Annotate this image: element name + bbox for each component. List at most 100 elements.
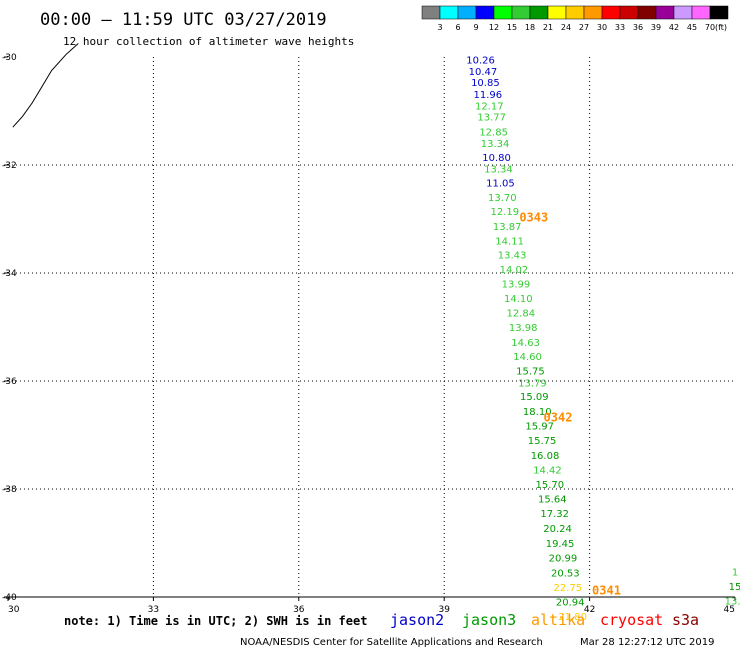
wave-height-label: 13.87	[493, 222, 522, 233]
chart-title: 00:00 – 11:59 UTC 03/27/2019	[40, 10, 327, 30]
wave-height-label: 13.34	[484, 165, 513, 176]
colorbar-swatch	[475, 5, 495, 20]
coastline	[12, 43, 79, 128]
wave-height-label: 14.11	[495, 236, 524, 247]
x-tick-label: 42	[584, 605, 595, 615]
wave-height-label: 15.75	[528, 436, 557, 447]
wave-height-label: 15.75	[516, 367, 545, 378]
colorbar-label: 45	[687, 23, 697, 32]
wave-height-label: 14.63	[511, 338, 540, 349]
wave-height-label: 11.96	[473, 90, 502, 101]
y-tick-label: -30	[2, 53, 17, 63]
wave-height-label: 10.80	[482, 153, 511, 164]
footer-note: note: 1) Time is in UTC; 2) SWH is in fe…	[64, 614, 367, 628]
wave-height-label: 13.34	[481, 139, 510, 150]
wave-height-label: 13.43	[498, 250, 527, 261]
colorbar-swatch	[421, 5, 441, 20]
colorbar-label: 9	[473, 23, 478, 32]
wave-height-label: 15.70	[536, 480, 565, 491]
satellite-legend-s3a: s3a	[672, 611, 699, 629]
colorbar-swatch	[547, 5, 567, 20]
wave-height-label: 10.85	[471, 78, 500, 89]
wave-height-label: 14.42	[533, 465, 562, 476]
wave-height-label: 20.94	[556, 598, 585, 609]
wave-height-label: 13.	[725, 597, 740, 608]
colorbar-swatch	[637, 5, 657, 20]
wave-height-label: 13.79	[518, 378, 547, 389]
colorbar-label: 6	[455, 23, 460, 32]
wave-height-label: 14.10	[504, 294, 533, 305]
y-tick-label: -36	[2, 377, 17, 387]
colorbar-swatch	[529, 5, 549, 20]
wave-height-label: 13.98	[509, 323, 538, 334]
x-tick-label: 39	[438, 605, 450, 615]
wave-height-label: 13.70	[488, 193, 517, 204]
wave-height-label: 10.26	[466, 55, 495, 66]
wave-height-label: 12.17	[475, 101, 504, 112]
satellite-legend-altika: altika	[531, 611, 585, 629]
colorbar-label: 3	[437, 23, 442, 32]
colorbar-swatch	[565, 5, 585, 20]
y-tick-label: -34	[2, 269, 17, 279]
colorbar-label: 18	[525, 23, 535, 32]
wave-height-label: 10.47	[469, 67, 498, 78]
wave-height-label: 12.19	[490, 207, 519, 218]
y-tick-label: -32	[2, 161, 17, 171]
wave-height-label: 13.99	[502, 280, 531, 291]
colorbar-swatch	[493, 5, 513, 20]
wave-height-label: 15.09	[520, 392, 549, 403]
colorbar-label: 70	[705, 23, 715, 32]
wave-height-label: 20.99	[549, 553, 578, 564]
colorbar-swatch	[601, 5, 621, 20]
colorbar-swatch	[439, 5, 459, 20]
colorbar-label: 33	[615, 23, 625, 32]
wave-height-label: 20.53	[551, 568, 580, 579]
colorbar-swatch	[457, 5, 477, 20]
wave-height-label: 17.32	[540, 509, 569, 520]
chart-subtitle: 12 hour collection of altimeter wave hei…	[63, 35, 354, 48]
colorbar-label: 24	[561, 23, 571, 32]
wave-height-label: 11.05	[486, 179, 515, 190]
x-tick-label: 36	[293, 605, 305, 615]
wave-height-label: 12.84	[506, 309, 535, 320]
colorbar-label: 27	[579, 23, 589, 32]
colorbar-swatch	[511, 5, 531, 20]
wave-height-label: 22.75	[553, 583, 582, 594]
colorbar-label: 39	[651, 23, 661, 32]
wave-height-label: 12.85	[479, 127, 508, 138]
wave-height-label: 1	[732, 567, 738, 578]
satellite-legend-cryosat: cryosat	[600, 611, 663, 629]
y-tick-label: -40	[2, 593, 17, 603]
colorbar-unit: (ft)	[715, 23, 727, 32]
wave-height-label: 13.77	[477, 113, 506, 124]
colorbar-label: 36	[633, 23, 643, 32]
satellite-legend-jason3: jason3	[462, 611, 516, 629]
colorbar-legend: 3 6 9 12 15 18 21 24 27 30 33 36 39 42 45 70	[421, 5, 729, 32]
wave-height-track: 10.2610.4710.8511.9612.1713.7712.8513.34…	[466, 55, 740, 623]
colorbar-label: 12	[489, 23, 499, 32]
colorbar-swatch	[709, 5, 729, 20]
colorbar-swatch	[673, 5, 693, 20]
wave-height-label: 21.80	[558, 612, 587, 623]
satellite-legend: jason2 jason3 altika cryosat s3a	[390, 611, 699, 629]
colorbar-label: 21	[543, 23, 553, 32]
wave-height-label: 18.10	[523, 407, 552, 418]
plot-axes: 30 33 36 39 42 45 -30 -32 -34 -36 -38 -40	[2, 53, 736, 615]
colorbar-swatch	[583, 5, 603, 20]
y-tick-label: -38	[2, 485, 17, 495]
wave-height-label: 15.97	[525, 422, 554, 433]
x-tick-label: 45	[724, 605, 735, 615]
pass-number-label: 0342	[544, 411, 573, 425]
wave-height-label: 16.08	[531, 451, 560, 462]
x-tick-label: 30	[8, 605, 20, 615]
wave-height-label: 20.24	[543, 524, 572, 535]
footer-timestamp: Mar 28 12:27:12 UTC 2019	[580, 637, 715, 648]
pass-labels: 0343 0342 0341	[519, 211, 621, 598]
colorbar-label: 42	[669, 23, 679, 32]
colorbar-label: 30	[597, 23, 607, 32]
pass-number-label: 0343	[519, 211, 548, 225]
pass-number-label: 0341	[592, 583, 621, 597]
colorbar-swatch	[691, 5, 711, 20]
footer-credit: NOAA/NESDIS Center for Satellite Applica…	[240, 637, 543, 648]
